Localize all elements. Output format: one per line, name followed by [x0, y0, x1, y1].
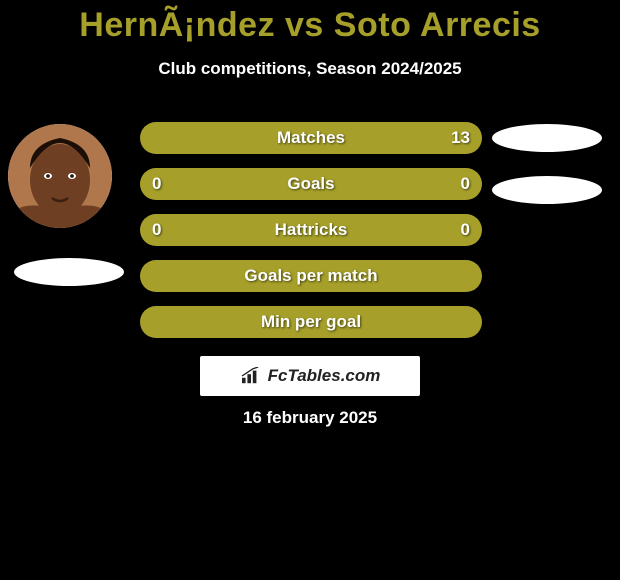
- stat-value-left: 0: [152, 220, 161, 240]
- stat-label: Matches: [277, 128, 345, 148]
- stat-value-right: 0: [461, 220, 470, 240]
- avatar-graphic: [8, 124, 112, 228]
- marker-player-b-2: [492, 176, 602, 204]
- stat-row: Goals per match: [140, 260, 482, 292]
- player-avatar: [8, 124, 112, 228]
- stat-row: 0 Goals 0: [140, 168, 482, 200]
- marker-player-b-1: [492, 124, 602, 152]
- stat-row: 0 Hattricks 0: [140, 214, 482, 246]
- chart-icon: [240, 367, 262, 385]
- stat-value-right: 0: [461, 174, 470, 194]
- stat-value-left: 0: [152, 174, 161, 194]
- stat-label: Hattricks: [275, 220, 348, 240]
- date-text: 16 february 2025: [0, 408, 620, 428]
- title-player-b: Soto Arrecis: [334, 6, 541, 44]
- title-player-a: HernÃ¡ndez: [79, 6, 275, 44]
- subtitle-text: Club competitions, Season 2024/2025: [0, 59, 620, 79]
- comparison-title: HernÃ¡ndez vs Soto Arrecis: [0, 0, 620, 45]
- stat-label: Min per goal: [261, 312, 361, 332]
- stat-label: Goals: [287, 174, 334, 194]
- stat-value-right: 13: [451, 128, 470, 148]
- stat-row: Min per goal: [140, 306, 482, 338]
- stat-row: Matches 13: [140, 122, 482, 154]
- source-logo: FcTables.com: [200, 356, 420, 396]
- logo-text: FcTables.com: [268, 366, 381, 386]
- title-vs: vs: [275, 6, 334, 44]
- stat-label: Goals per match: [244, 266, 377, 286]
- stat-rows-container: Matches 13 0 Goals 0 0 Hattricks 0 Goals per mat…: [140, 122, 482, 352]
- marker-player-a: [14, 258, 124, 286]
